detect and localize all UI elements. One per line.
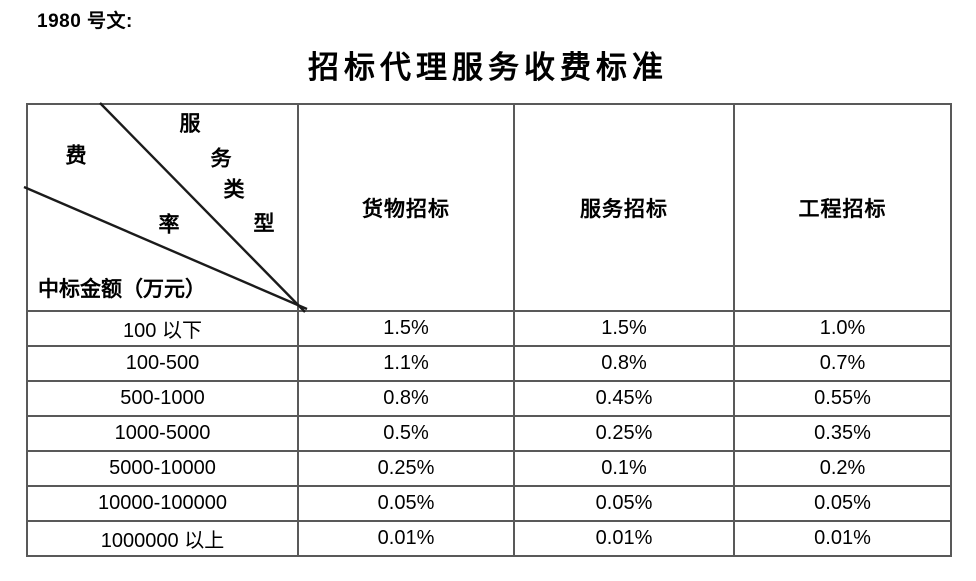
doc-ref-label: 1980 号文: xyxy=(37,11,133,32)
rate-cell: 0.01% xyxy=(297,520,515,557)
rate-cell: 0.35% xyxy=(733,415,952,452)
rate-cell: 0.45% xyxy=(513,380,735,417)
corner-amount-label: 中标金额（万元） xyxy=(38,276,206,301)
header-row: 费 率 服 务 类 型 中标金额（万元） 货物招标 服务招标 工程招标 xyxy=(23,102,952,313)
corner-service-char-2: 务 xyxy=(210,146,232,171)
rate-cell: 0.8% xyxy=(513,345,735,382)
row-label-cell: 1000000 以上 xyxy=(26,520,299,557)
rate-cell: 0.5% xyxy=(297,415,515,452)
table-row: 1000-5000 0.5% 0.25% 0.35% xyxy=(26,415,952,452)
rate-cell: 0.2% xyxy=(733,450,952,487)
row-label-cell: 5000-10000 xyxy=(26,450,299,487)
row-label-cell: 100 以下 xyxy=(26,310,299,347)
rate-cell: 1.0% xyxy=(733,310,952,347)
row-label-cell: 500-1000 xyxy=(26,380,299,417)
table-row: 1000000 以上 0.01% 0.01% 0.01% xyxy=(26,520,952,557)
column-header-goods-bidding: 货物招标 xyxy=(297,103,515,312)
corner-fee-char: 费 xyxy=(65,143,87,168)
corner-service-char-3: 类 xyxy=(223,177,245,202)
table-row: 100 以下 1.5% 1.5% 1.0% xyxy=(26,310,952,347)
rate-cell: 0.01% xyxy=(733,520,952,557)
rate-cell: 0.05% xyxy=(513,485,735,522)
corner-service-char-4: 型 xyxy=(253,211,275,236)
rate-cell: 0.55% xyxy=(733,380,952,417)
rate-cell: 0.8% xyxy=(297,380,515,417)
rate-cell: 0.05% xyxy=(733,485,952,522)
corner-service-char-1: 服 xyxy=(179,111,201,136)
rate-cell: 0.05% xyxy=(297,485,515,522)
table-row: 500-1000 0.8% 0.45% 0.55% xyxy=(26,380,952,417)
rate-cell: 0.1% xyxy=(513,450,735,487)
table-row: 5000-10000 0.25% 0.1% 0.2% xyxy=(26,450,952,487)
row-label-cell: 100-500 xyxy=(26,345,299,382)
rate-cell: 1.5% xyxy=(297,310,515,347)
column-header-service-bidding: 服务招标 xyxy=(513,103,735,312)
diagonal-split-lines xyxy=(23,102,308,313)
fee-table: 费 率 服 务 类 型 中标金额（万元） 货物招标 服务招标 工程招标 100 … xyxy=(23,102,952,557)
corner-header-cell: 费 率 服 务 类 型 中标金额（万元） xyxy=(23,102,308,313)
rate-cell: 0.01% xyxy=(513,520,735,557)
rate-cell: 0.7% xyxy=(733,345,952,382)
corner-rate-char: 率 xyxy=(158,212,180,237)
rate-cell: 1.1% xyxy=(297,345,515,382)
rate-cell: 0.25% xyxy=(297,450,515,487)
table-row: 100-500 1.1% 0.8% 0.7% xyxy=(26,345,952,382)
rate-cell: 0.25% xyxy=(513,415,735,452)
rate-cell: 1.5% xyxy=(513,310,735,347)
column-header-works-bidding: 工程招标 xyxy=(733,103,952,312)
page-title: 招标代理服务收费标准 xyxy=(308,50,668,85)
row-label-cell: 10000-100000 xyxy=(26,485,299,522)
table-row: 10000-100000 0.05% 0.05% 0.05% xyxy=(26,485,952,522)
row-label-cell: 1000-5000 xyxy=(26,415,299,452)
